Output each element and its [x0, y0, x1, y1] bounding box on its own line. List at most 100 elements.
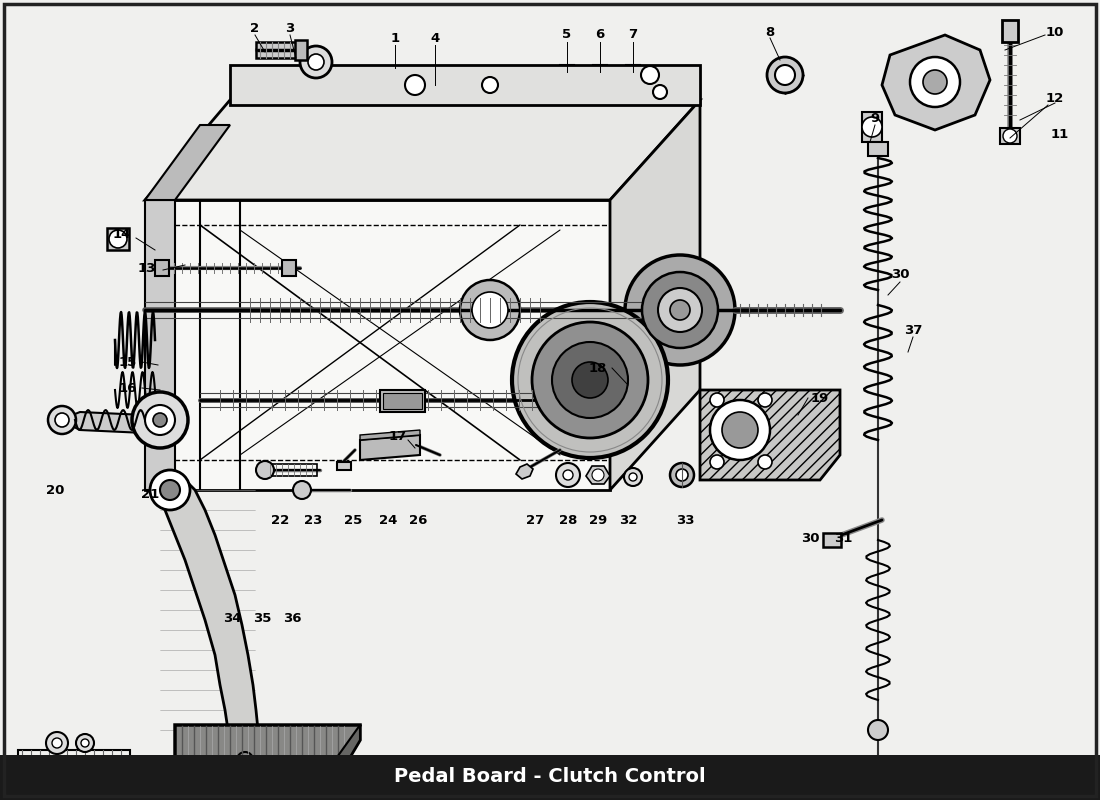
- Text: 19: 19: [811, 391, 829, 405]
- Text: 28: 28: [559, 514, 578, 526]
- Text: 3: 3: [285, 22, 295, 34]
- Text: 34: 34: [222, 611, 241, 625]
- Bar: [1002, 20, 1018, 42]
- Bar: [862, 112, 882, 142]
- Text: 30: 30: [801, 531, 820, 545]
- Circle shape: [227, 742, 263, 778]
- Circle shape: [722, 412, 758, 448]
- Circle shape: [572, 362, 608, 398]
- Polygon shape: [350, 67, 630, 103]
- Polygon shape: [155, 480, 258, 755]
- Polygon shape: [1000, 128, 1020, 144]
- Text: 8: 8: [766, 26, 774, 38]
- Circle shape: [563, 470, 573, 480]
- Text: 31: 31: [834, 531, 852, 545]
- Polygon shape: [516, 464, 534, 479]
- Text: 1: 1: [390, 31, 399, 45]
- Circle shape: [512, 302, 668, 458]
- Bar: [0, 755, 1100, 800]
- Circle shape: [153, 413, 167, 427]
- Circle shape: [670, 463, 694, 487]
- Circle shape: [653, 85, 667, 99]
- Text: 30: 30: [891, 269, 910, 282]
- Polygon shape: [175, 725, 360, 782]
- Text: 25: 25: [344, 514, 362, 526]
- Circle shape: [55, 413, 69, 427]
- Circle shape: [236, 752, 253, 768]
- Circle shape: [556, 463, 580, 487]
- Text: 35: 35: [253, 611, 272, 625]
- Text: 14: 14: [113, 229, 131, 242]
- Bar: [868, 142, 888, 156]
- Polygon shape: [360, 435, 420, 460]
- Circle shape: [767, 57, 803, 93]
- Text: 37: 37: [904, 323, 922, 337]
- Circle shape: [482, 77, 498, 93]
- Text: 24: 24: [378, 514, 397, 526]
- Circle shape: [625, 255, 735, 365]
- Circle shape: [81, 739, 89, 747]
- Text: 26: 26: [409, 514, 427, 526]
- Bar: [823, 533, 842, 547]
- Circle shape: [868, 720, 888, 740]
- Circle shape: [1003, 129, 1018, 143]
- Circle shape: [670, 300, 690, 320]
- Polygon shape: [882, 35, 990, 130]
- Text: 2: 2: [251, 22, 260, 34]
- Text: 36: 36: [283, 611, 301, 625]
- Bar: [383, 393, 422, 409]
- Bar: [256, 42, 298, 58]
- Circle shape: [910, 57, 960, 107]
- Circle shape: [624, 468, 642, 486]
- Circle shape: [710, 393, 724, 407]
- Circle shape: [46, 732, 68, 754]
- Polygon shape: [336, 725, 360, 782]
- Circle shape: [676, 469, 688, 481]
- Bar: [155, 260, 169, 276]
- Circle shape: [132, 392, 188, 448]
- Circle shape: [52, 738, 62, 748]
- Text: 22: 22: [271, 514, 289, 526]
- Circle shape: [776, 65, 795, 85]
- Text: 27: 27: [526, 514, 544, 526]
- Bar: [626, 65, 640, 75]
- Polygon shape: [586, 466, 611, 484]
- Text: 11: 11: [1050, 129, 1069, 142]
- Bar: [295, 40, 307, 60]
- Text: 13: 13: [138, 262, 156, 274]
- Text: 9: 9: [870, 111, 880, 125]
- Bar: [379, 390, 425, 412]
- Text: 7: 7: [628, 29, 638, 42]
- Circle shape: [308, 54, 324, 70]
- Polygon shape: [145, 200, 611, 490]
- Text: 32: 32: [619, 514, 637, 526]
- Circle shape: [256, 461, 274, 479]
- Circle shape: [641, 66, 659, 84]
- Circle shape: [150, 470, 190, 510]
- Polygon shape: [230, 65, 700, 105]
- Text: 12: 12: [1046, 91, 1064, 105]
- Text: 29: 29: [588, 514, 607, 526]
- Text: 23: 23: [304, 514, 322, 526]
- Circle shape: [758, 393, 772, 407]
- Polygon shape: [185, 755, 200, 792]
- Bar: [560, 65, 574, 75]
- Polygon shape: [145, 200, 175, 490]
- Circle shape: [145, 405, 175, 435]
- Circle shape: [472, 292, 508, 328]
- Text: 17: 17: [389, 430, 407, 443]
- Circle shape: [552, 342, 628, 418]
- Text: 6: 6: [595, 29, 605, 42]
- Bar: [107, 228, 129, 250]
- Polygon shape: [360, 430, 420, 440]
- Circle shape: [405, 75, 425, 95]
- Polygon shape: [60, 412, 155, 433]
- Bar: [282, 260, 296, 276]
- Polygon shape: [145, 125, 230, 200]
- Circle shape: [76, 734, 94, 752]
- Bar: [337, 462, 351, 470]
- Text: 20: 20: [46, 483, 64, 497]
- Text: 21: 21: [141, 489, 160, 502]
- Circle shape: [642, 272, 718, 348]
- Polygon shape: [700, 390, 840, 480]
